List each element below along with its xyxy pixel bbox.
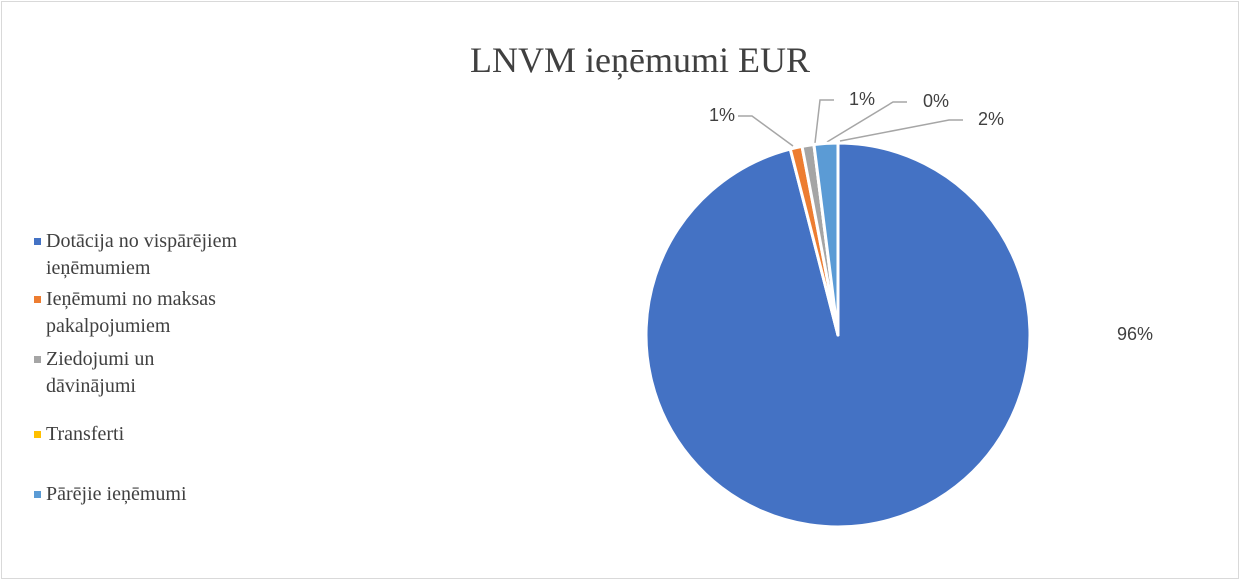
data-label: 2% <box>978 109 1004 129</box>
legend-swatch <box>34 491 41 498</box>
legend-item: Ieņēmumi no maksas pakalpojumiem <box>34 286 244 340</box>
percent-sign: % <box>719 105 735 125</box>
legend-label: Transferti <box>46 423 125 445</box>
legend-label: Ziedojumi un dāvinājumi <box>46 348 155 397</box>
legend-item: Transferti <box>34 421 244 448</box>
data-label-value: 96 <box>1117 324 1137 344</box>
legend-swatch <box>34 296 41 303</box>
data-label-value: 1 <box>849 89 859 109</box>
legend-swatch <box>34 238 41 245</box>
legend-item: Pārējie ieņēmumi <box>34 481 244 508</box>
legend-label: Dotācija no vispārējiem ieņēmumiem <box>46 230 238 279</box>
leader-line <box>814 99 834 144</box>
legend-label: Pārējie ieņēmumi <box>46 483 187 505</box>
data-label: 1% <box>709 105 735 125</box>
pie-slice <box>812 141 840 337</box>
percent-sign: % <box>988 109 1004 129</box>
chart-title: LNVM ieņēmumi EUR <box>470 40 810 80</box>
percent-sign: % <box>1137 324 1153 344</box>
legend-label: Ieņēmumi no maksas pakalpojumiem <box>46 288 216 337</box>
data-label-value: 1 <box>709 105 719 125</box>
leader-line <box>826 101 907 143</box>
percent-sign: % <box>859 89 875 109</box>
data-label-value: 2 <box>978 109 988 129</box>
data-label: 0% <box>923 91 949 111</box>
leader-line <box>738 115 794 147</box>
data-label: 1% <box>849 89 875 109</box>
data-label-value: 0 <box>923 91 933 111</box>
legend-item: Ziedojumi un dāvinājumi <box>34 346 244 400</box>
percent-sign: % <box>933 91 949 111</box>
data-label: 96% <box>1117 324 1153 344</box>
legend-item: Dotācija no vispārējiem ieņēmumiem <box>34 228 244 282</box>
leader-line <box>839 119 963 142</box>
legend-swatch <box>34 356 41 363</box>
legend-swatch <box>34 431 41 438</box>
